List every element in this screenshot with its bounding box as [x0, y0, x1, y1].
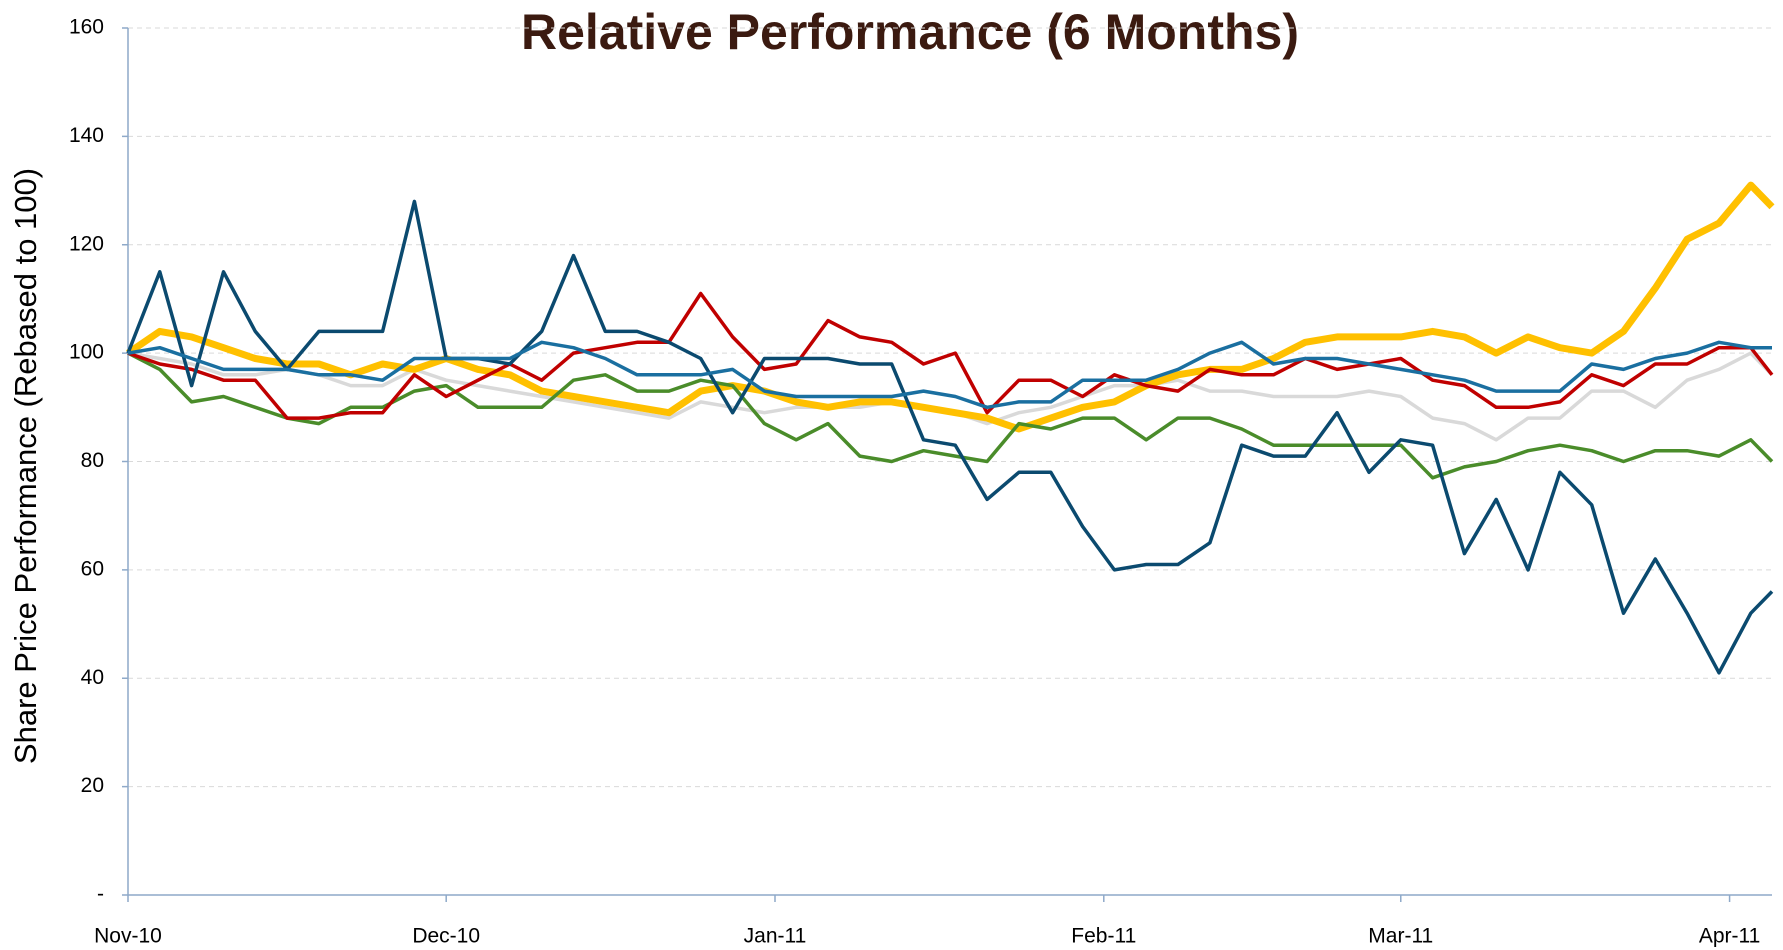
x-tick-label: Jan-11: [744, 925, 807, 948]
y-tick-label: 40: [81, 666, 104, 689]
y-tick-label: 120: [69, 232, 104, 255]
series-line: [127, 340, 1772, 410]
y-tick-label: 100: [69, 341, 104, 364]
x-tick-label: Mar-11: [1368, 925, 1433, 948]
y-tick-label: 60: [81, 557, 104, 580]
series-line: [126, 199, 1774, 675]
x-tick-label: Apr-11: [1699, 925, 1760, 948]
x-tick-label: Dec-10: [412, 925, 480, 948]
y-tick-label: 80: [81, 449, 104, 472]
x-tick-label: Nov-10: [94, 925, 162, 948]
y-tick-label: 140: [69, 124, 104, 147]
series-line: [127, 351, 1774, 480]
chart-title: Relative Performance (6 Months): [521, 4, 1299, 60]
y-axis-label: Share Price Performance (Rebased to 100): [8, 168, 43, 764]
x-tick-label: Feb-11: [1071, 925, 1136, 948]
y-tick-label: 20: [81, 774, 104, 797]
series-line: [127, 291, 1774, 420]
y-tick-label: 160: [69, 16, 104, 39]
y-tick-label: -: [97, 883, 104, 906]
